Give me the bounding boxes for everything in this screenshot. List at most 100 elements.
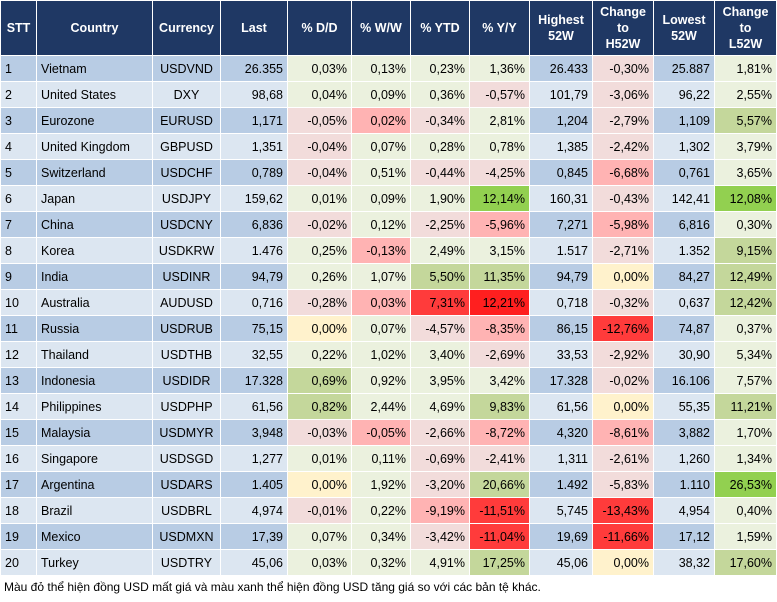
- table-cell: 0,22%: [351, 497, 411, 524]
- table-cell: 33,53: [529, 341, 593, 368]
- table-cell: 61,56: [220, 393, 288, 420]
- table-cell: 16: [0, 445, 37, 472]
- table-cell: 3,40%: [410, 341, 470, 368]
- table-cell: 3,65%: [714, 159, 777, 186]
- table-cell: -12,76%: [592, 315, 654, 342]
- table-cell: 1,311: [529, 445, 593, 472]
- table-cell: 2,55%: [714, 81, 777, 108]
- table-cell: Russia: [36, 315, 153, 342]
- table-cell: 5,50%: [410, 263, 470, 290]
- table-cell: -0,32%: [592, 289, 654, 316]
- table-cell: 17: [0, 471, 37, 498]
- table-cell: -2,79%: [592, 107, 654, 134]
- column-header: Currency: [152, 0, 221, 56]
- table-cell: 1,260: [653, 445, 715, 472]
- table-cell: DXY: [152, 81, 221, 108]
- table-cell: Vietnam: [36, 55, 153, 82]
- table-cell: 3: [0, 107, 37, 134]
- column-header: % Y/Y: [469, 0, 530, 56]
- table-cell: USDBRL: [152, 497, 221, 524]
- table-cell: Korea: [36, 237, 153, 264]
- table-cell: 12,08%: [714, 185, 777, 212]
- table-cell: 1.110: [653, 471, 715, 498]
- table-cell: 5,34%: [714, 341, 777, 368]
- table-cell: 0,07%: [287, 523, 352, 550]
- table-cell: 0,03%: [351, 289, 411, 316]
- table-cell: 0,845: [529, 159, 593, 186]
- table-cell: 4,69%: [410, 393, 470, 420]
- table-body: 1 Vietnam USDVND 26.355 0,03% 0,13% 0,23% 1,36%…: [0, 55, 777, 576]
- table-cell: Eurozone: [36, 107, 153, 134]
- table-cell: 1,34%: [714, 445, 777, 472]
- table-cell: 4: [0, 133, 37, 160]
- column-header: Last: [220, 0, 288, 56]
- table-row: 11 Russia USDRUB 75,15 0,00% 0,07% -4,57% -8,35…: [0, 315, 777, 342]
- table-cell: 0,00%: [287, 315, 352, 342]
- table-cell: -8,35%: [469, 315, 530, 342]
- table-cell: 12,49%: [714, 263, 777, 290]
- table-cell: Brazil: [36, 497, 153, 524]
- table-cell: AUDUSD: [152, 289, 221, 316]
- table-cell: 45,06: [529, 549, 593, 576]
- table-cell: USDMXN: [152, 523, 221, 550]
- table-cell: 3,15%: [469, 237, 530, 264]
- table-cell: 2,49%: [410, 237, 470, 264]
- header-row: STT Country Currency Last% D/D% W/W% YTD% Y…: [0, 0, 777, 56]
- table-cell: 1.492: [529, 471, 593, 498]
- table-cell: 9,83%: [469, 393, 530, 420]
- table-row: 9 India USDINR 94,79 0,26% 1,07% 5,50% 11,35% 94…: [0, 263, 777, 290]
- table-cell: Philippines: [36, 393, 153, 420]
- table-cell: 45,06: [220, 549, 288, 576]
- table-cell: 9,15%: [714, 237, 777, 264]
- table-cell: 1,07%: [351, 263, 411, 290]
- table-cell: 0,04%: [287, 81, 352, 108]
- table-cell: 7,57%: [714, 367, 777, 394]
- column-header: % D/D: [287, 0, 352, 56]
- table-cell: 7,31%: [410, 289, 470, 316]
- table-cell: -3,20%: [410, 471, 470, 498]
- table-cell: -5,98%: [592, 211, 654, 238]
- table-cell: 0,637: [653, 289, 715, 316]
- table-cell: 0,03%: [287, 55, 352, 82]
- table-cell: 17,60%: [714, 549, 777, 576]
- table-cell: -0,43%: [592, 185, 654, 212]
- table-cell: 2,81%: [469, 107, 530, 134]
- table-cell: 1,385: [529, 133, 593, 160]
- table-cell: USDTRY: [152, 549, 221, 576]
- column-header: Change to H52W: [592, 0, 654, 56]
- table-cell: 1,109: [653, 107, 715, 134]
- table-cell: 4,954: [653, 497, 715, 524]
- table-cell: Japan: [36, 185, 153, 212]
- table-cell: EURUSD: [152, 107, 221, 134]
- table-cell: 1,92%: [351, 471, 411, 498]
- table-cell: -0,04%: [287, 133, 352, 160]
- table-cell: 26,53%: [714, 471, 777, 498]
- table-cell: -9,19%: [410, 497, 470, 524]
- table-cell: -0,13%: [351, 237, 411, 264]
- table-cell: 17.328: [220, 367, 288, 394]
- table-cell: -13,43%: [592, 497, 654, 524]
- table-cell: Thailand: [36, 341, 153, 368]
- table-cell: 0,13%: [351, 55, 411, 82]
- table-cell: 0,11%: [351, 445, 411, 472]
- table-cell: 0,51%: [351, 159, 411, 186]
- table-cell: Singapore: [36, 445, 153, 472]
- table-cell: USDSGD: [152, 445, 221, 472]
- table-cell: 1,70%: [714, 419, 777, 446]
- table-cell: United States: [36, 81, 153, 108]
- table-cell: 32,55: [220, 341, 288, 368]
- table-row: 7 China USDCNY 6,836 -0,02% 0,12% -2,25% -5,96%…: [0, 211, 777, 238]
- table-cell: USDCHF: [152, 159, 221, 186]
- column-header: Lowest 52W: [653, 0, 715, 56]
- table-cell: 1,36%: [469, 55, 530, 82]
- table-cell: -0,01%: [287, 497, 352, 524]
- table-cell: 10: [0, 289, 37, 316]
- table-cell: -8,61%: [592, 419, 654, 446]
- table-cell: 6,836: [220, 211, 288, 238]
- table-cell: 5,745: [529, 497, 593, 524]
- table-cell: -8,72%: [469, 419, 530, 446]
- table-row: 6 Japan USDJPY 159,62 0,01% 0,09% 1,90% 12,14% 1…: [0, 185, 777, 212]
- table-cell: 142,41: [653, 185, 715, 212]
- table-cell: 25.887: [653, 55, 715, 82]
